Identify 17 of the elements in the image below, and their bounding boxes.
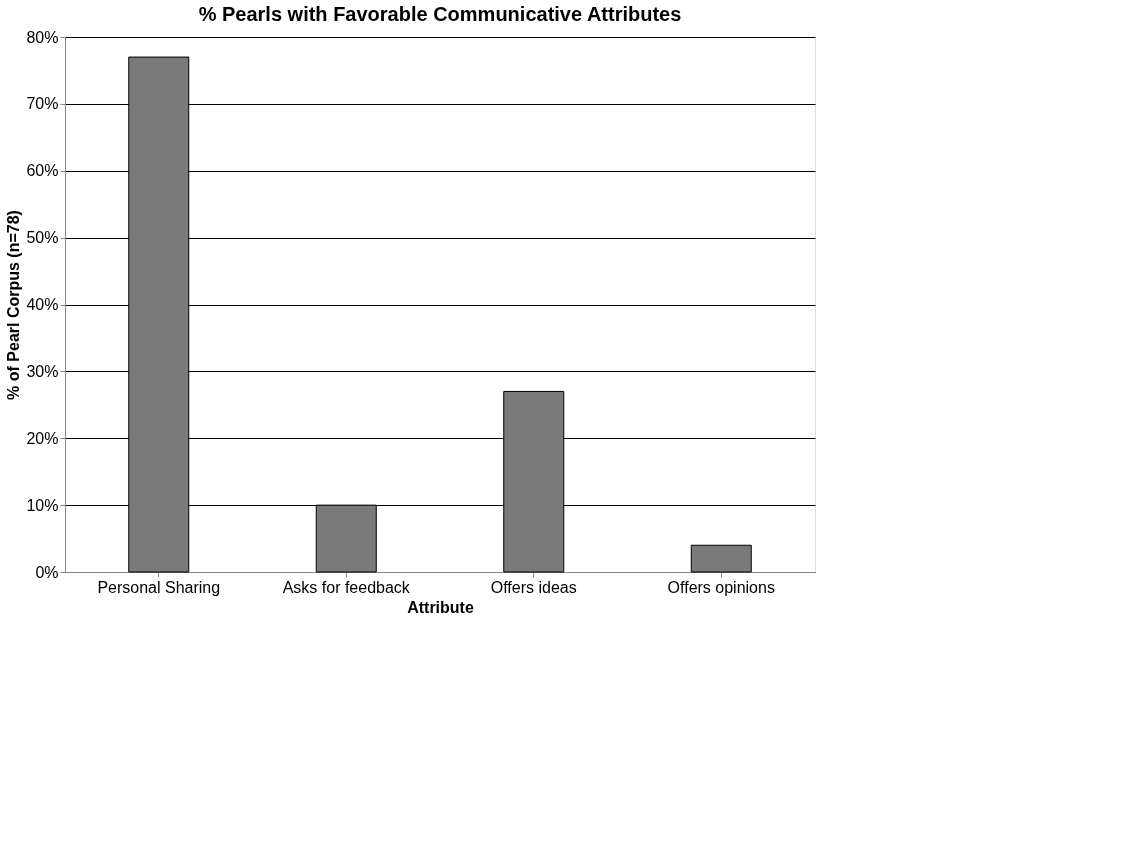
y-tick-label: 50%: [26, 229, 59, 247]
y-tick-label: 10%: [26, 496, 59, 514]
y-tick-label: 0%: [35, 563, 59, 581]
chart-title: % Pearls with Favorable Communicative Attributes: [198, 3, 682, 25]
y-tick-label: 70%: [26, 95, 59, 113]
y-tick-label: 80%: [26, 28, 59, 46]
x-tick-label: Asks for feedback: [282, 578, 411, 596]
x-tick-label: Offers ideas: [490, 578, 577, 596]
y-axis-title: % of Pearl Corpus (n=78): [5, 210, 23, 400]
y-tick-label: 60%: [26, 162, 59, 180]
y-tick-label: 30%: [26, 362, 59, 380]
bar: [690, 544, 752, 573]
x-tick-label: Personal Sharing: [97, 578, 221, 596]
y-tick-label: 40%: [26, 296, 59, 313]
x-tick-label: Offers opinions: [667, 578, 775, 596]
y-tick-label: 20%: [26, 429, 59, 447]
x-axis-title: Attribute: [407, 598, 474, 616]
